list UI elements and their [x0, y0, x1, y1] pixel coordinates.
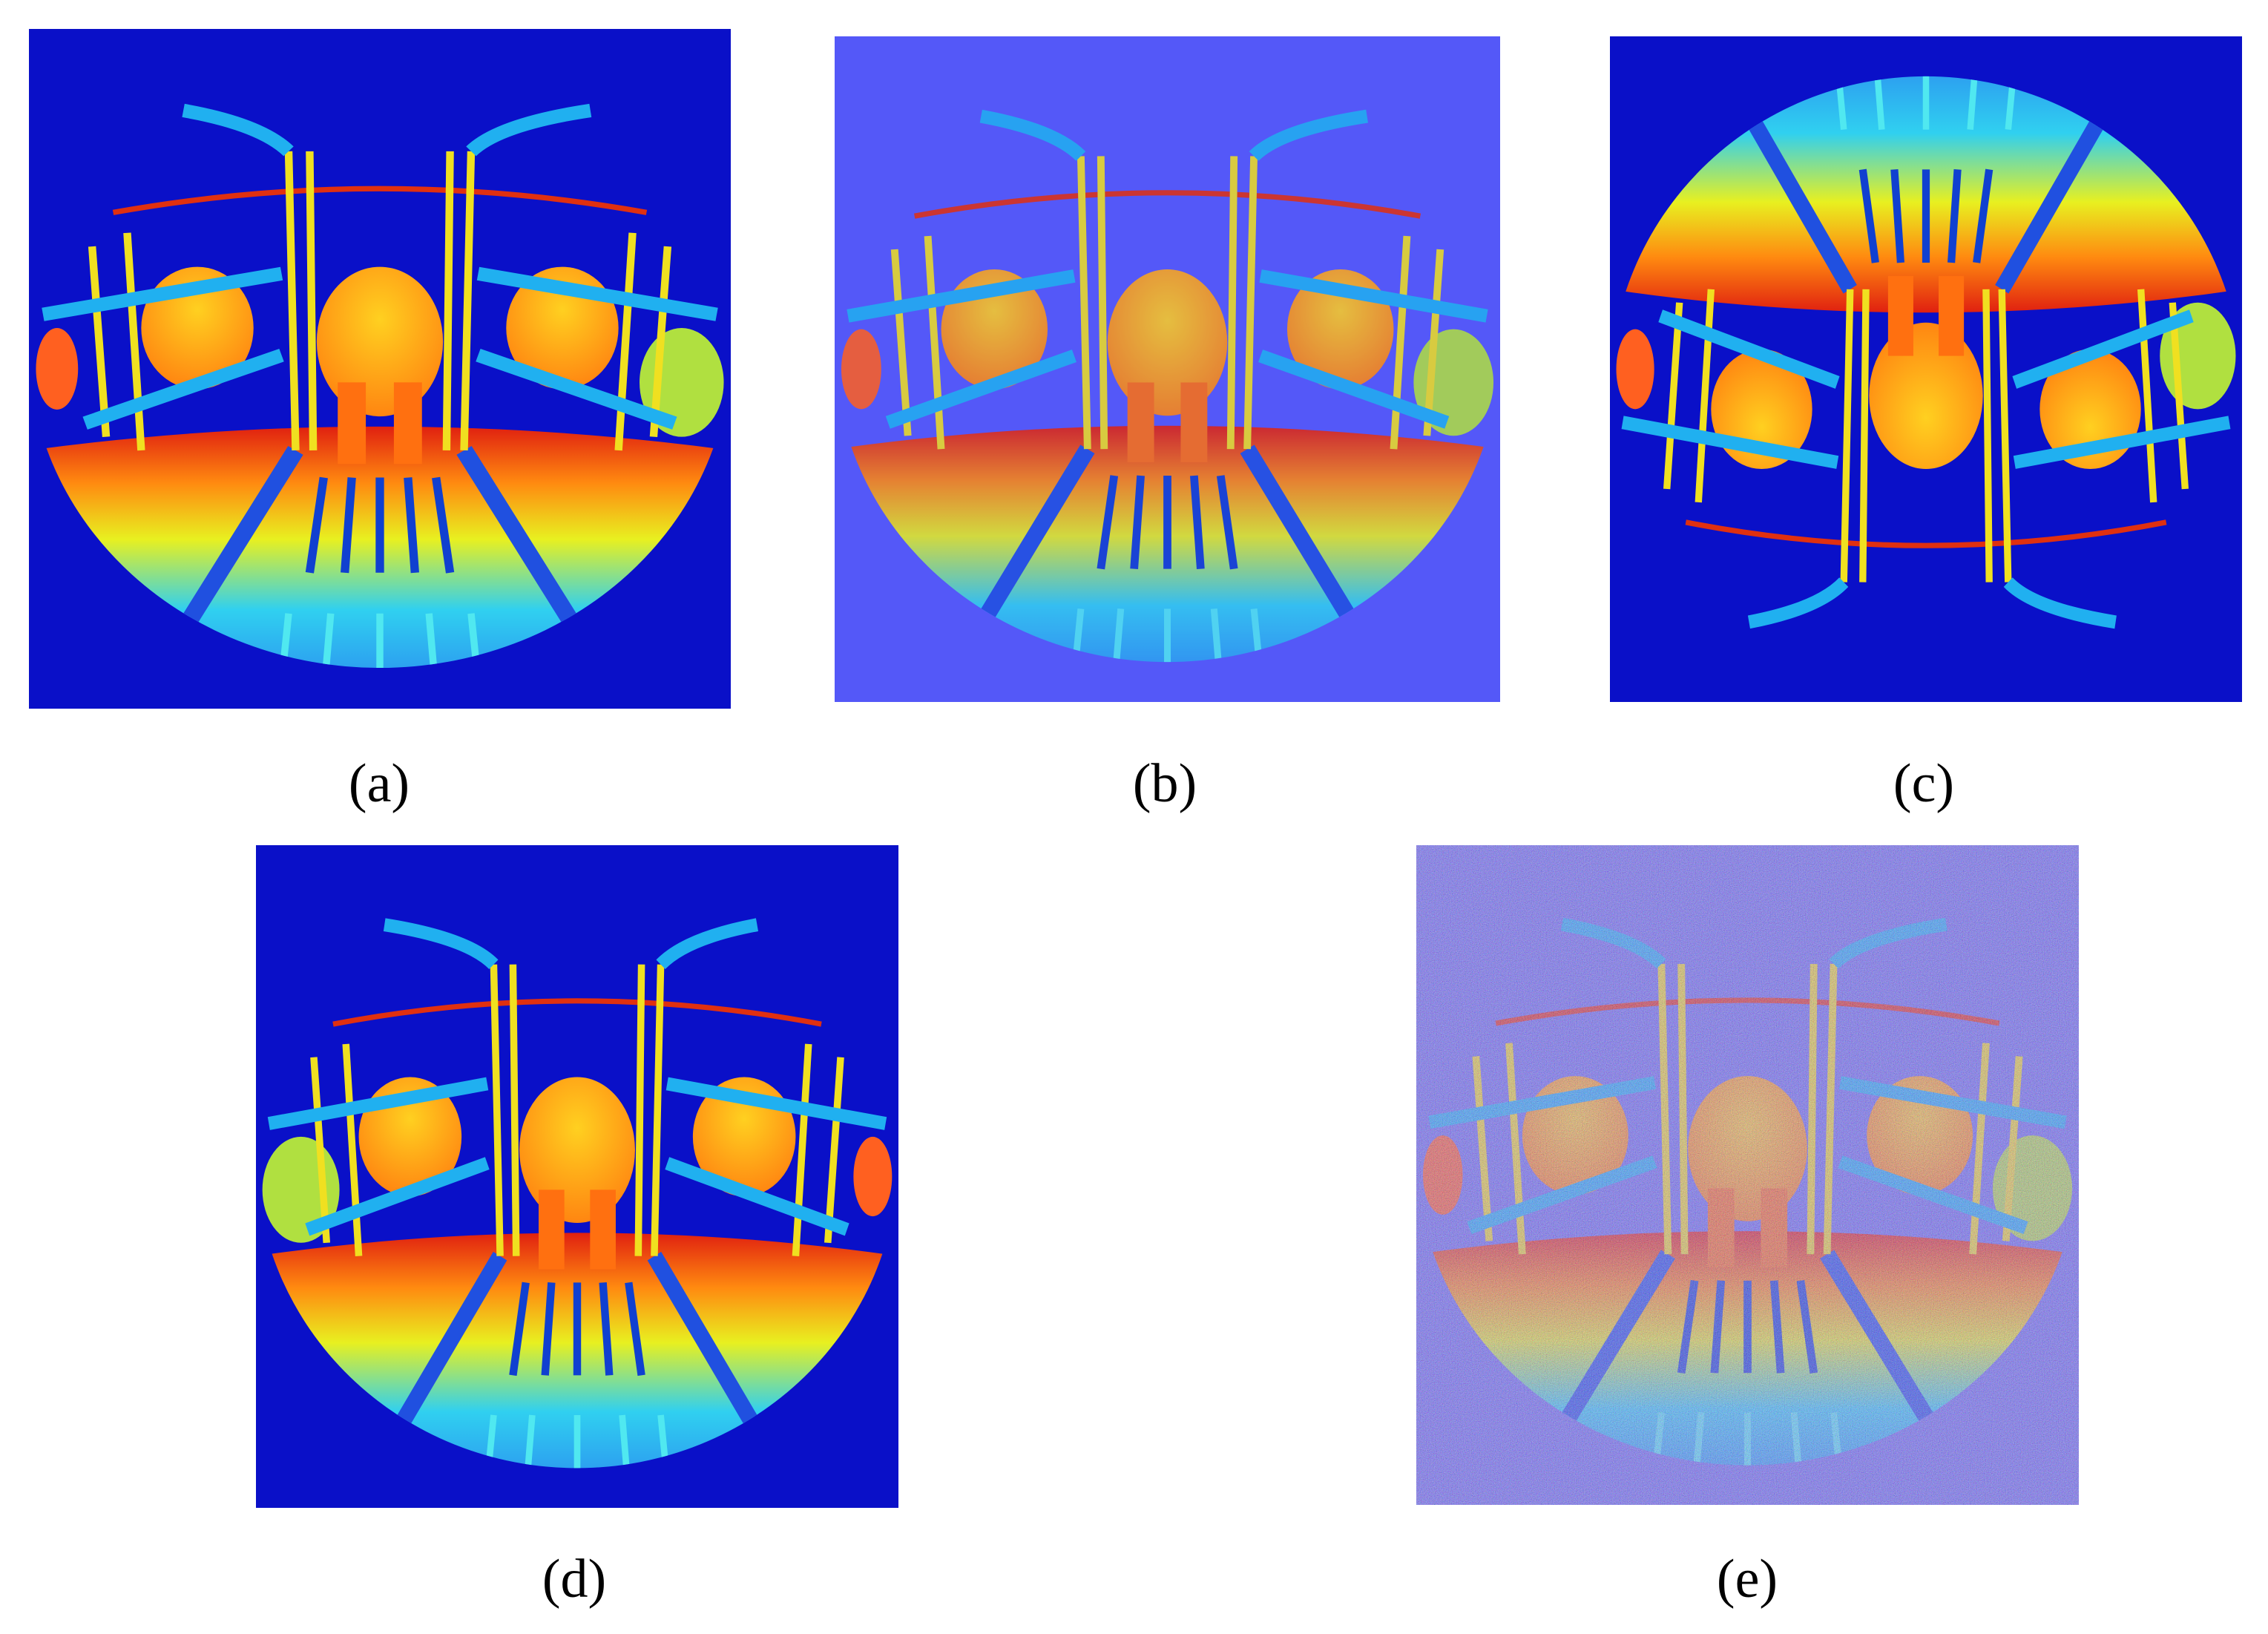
panel-label: (c) [1893, 753, 1954, 814]
panel-d [256, 845, 898, 1508]
panel-label: (d) [542, 1549, 606, 1610]
panel-b [835, 36, 1500, 702]
panel-e [1416, 845, 2079, 1505]
panel-c [1610, 36, 2242, 702]
panel-label: (b) [1133, 753, 1197, 814]
panel-a [29, 29, 731, 709]
panel-label: (e) [1717, 1549, 1778, 1610]
noise-overlay [1416, 845, 2079, 1505]
panel-label: (a) [349, 753, 410, 814]
